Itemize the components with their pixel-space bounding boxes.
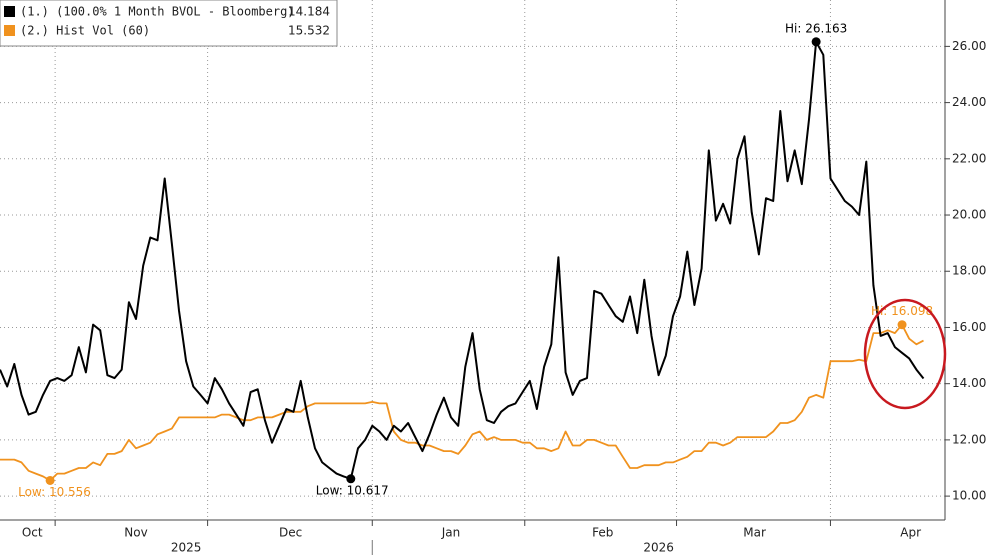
annotation-label: Low: 10.617 [316,483,389,497]
y-tick-label: 20.00 [952,208,986,222]
x-tick-label: Mar [743,526,766,540]
y-tick-label: 24.00 [952,95,986,109]
annotation-point [346,474,356,484]
year-label: 2026 [643,541,674,555]
legend-swatch [4,6,15,17]
x-tick-label: Dec [279,526,302,540]
y-tick-label: 26.00 [952,39,986,53]
y-tick-label: 10.00 [952,489,986,503]
x-tick-label: Apr [900,526,921,540]
annotation-label: Hi: 16.098 [871,304,933,318]
year-label: 2025 [171,541,202,555]
annotation-point [45,475,55,485]
y-tick-label: 14.00 [952,376,986,390]
x-tick-label: Oct [22,526,43,540]
legend-value: 14.184 [288,5,330,19]
y-tick-label: 12.00 [952,432,986,446]
y-tick-label: 18.00 [952,264,986,278]
x-tick-label: Feb [592,526,613,540]
y-tick-label: 16.00 [952,320,986,334]
x-tick-label: Nov [124,526,147,540]
series-line [0,40,925,480]
legend-label: (1.) (100.0% 1 Month BVOL - Bloomberg) [20,5,295,19]
annotation-label: Low: 10.556 [18,485,91,499]
annotation-point [811,37,821,47]
x-tick-label: Jan [441,526,461,540]
legend-value: 15.532 [288,24,330,38]
legend-box [0,0,338,47]
highlight-circle [863,298,947,410]
legend-swatch [4,25,15,36]
annotation-label: Hi: 26.163 [785,21,847,35]
series-line [0,323,924,482]
annotation-point [897,320,907,330]
legend-label: (2.) Hist Vol (60) [20,24,150,38]
y-tick-label: 22.00 [952,151,986,165]
